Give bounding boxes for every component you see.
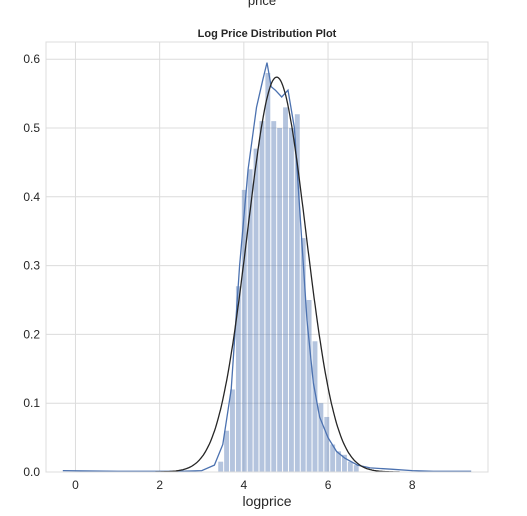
kde-line <box>62 62 472 472</box>
histogram-bar <box>353 465 359 472</box>
histogram-bar <box>218 461 224 472</box>
x-tick-label: 4 <box>241 478 248 492</box>
histogram-bar <box>277 128 283 472</box>
x-tick-label: 2 <box>156 478 163 492</box>
histogram-bar <box>271 121 277 473</box>
histogram-bar <box>347 461 353 472</box>
histogram-bar <box>265 72 271 473</box>
histogram-bar <box>318 403 324 472</box>
histogram-bar <box>230 389 235 472</box>
histogram-bar <box>312 341 318 472</box>
histogram-bar <box>342 454 347 472</box>
histogram-bar <box>288 128 294 472</box>
histogram-bar <box>259 121 265 473</box>
normal-fit-line <box>155 76 400 473</box>
y-tick-label: 0.1 <box>23 396 40 410</box>
histogram-bar <box>330 444 336 472</box>
histogram-bar <box>241 189 247 473</box>
y-tick-label: 0.2 <box>23 327 40 341</box>
density-lines <box>62 62 472 473</box>
plot-frame <box>45 41 489 473</box>
histogram-bar <box>294 114 300 473</box>
axes: 0 2 4 6 8 0.0 0.1 0.2 0.3 0.4 0.5 0.6 <box>23 41 489 492</box>
x-tick-label: 8 <box>409 478 416 492</box>
histogram-bar <box>324 416 330 472</box>
histogram-bar <box>336 451 342 472</box>
histogram-bar <box>306 300 312 472</box>
y-tick-label: 0.3 <box>23 259 40 273</box>
histogram-bar <box>300 238 306 472</box>
histogram-bar <box>253 148 259 472</box>
y-tick-label: 0.6 <box>23 52 40 66</box>
histogram-bar <box>235 286 241 472</box>
y-tick-label: 0.5 <box>23 121 40 135</box>
histogram-bar <box>224 430 230 472</box>
chart-title: Log Price Distribution Plot <box>198 28 337 40</box>
histogram-bar <box>247 169 253 472</box>
x-tick-label: 0 <box>72 478 79 492</box>
cropped-top-label: price <box>248 0 276 8</box>
plot-area <box>46 42 488 472</box>
y-tick-label: 0.0 <box>23 465 40 479</box>
histogram-bar <box>283 107 288 473</box>
x-axis-label: logprice <box>242 493 291 509</box>
y-tick-label: 0.4 <box>23 190 40 204</box>
x-tick-label: 6 <box>325 478 332 492</box>
histogram-bars <box>218 72 359 473</box>
